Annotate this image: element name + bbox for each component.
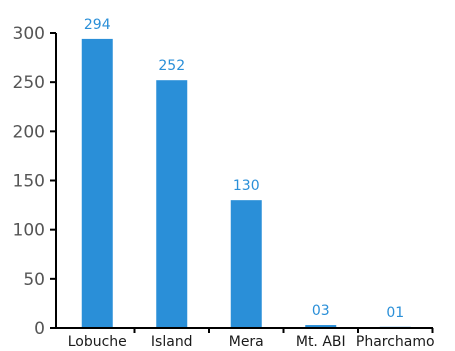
x-tick-label: Island [151,334,193,350]
y-axis: 0 50 100 150 200 250 300 [13,24,56,339]
y-tick-label: 0 [34,319,45,339]
y-tick-label: 100 [13,221,45,241]
data-label: 294 [84,17,111,33]
x-tick-label: Pharchamo [356,334,435,350]
data-label: 01 [386,305,404,321]
y-tick-label: 150 [13,172,45,192]
data-label: 03 [312,303,330,319]
data-label: 252 [158,58,185,74]
x-tick-label: Mt. ABI [296,334,346,350]
data-label: 130 [233,178,260,194]
y-tick-label: 300 [13,24,45,44]
y-tick-label: 50 [23,270,45,290]
y-tick-label: 250 [13,73,45,93]
y-tick-label: 200 [13,122,45,142]
bar [82,39,113,328]
x-axis: Lobuche Island Mera Mt. ABI Pharchamo [55,328,435,350]
x-tick-label: Mera [229,334,264,350]
x-tick-label: Lobuche [68,334,127,350]
bar [231,200,262,328]
bar [156,80,187,328]
